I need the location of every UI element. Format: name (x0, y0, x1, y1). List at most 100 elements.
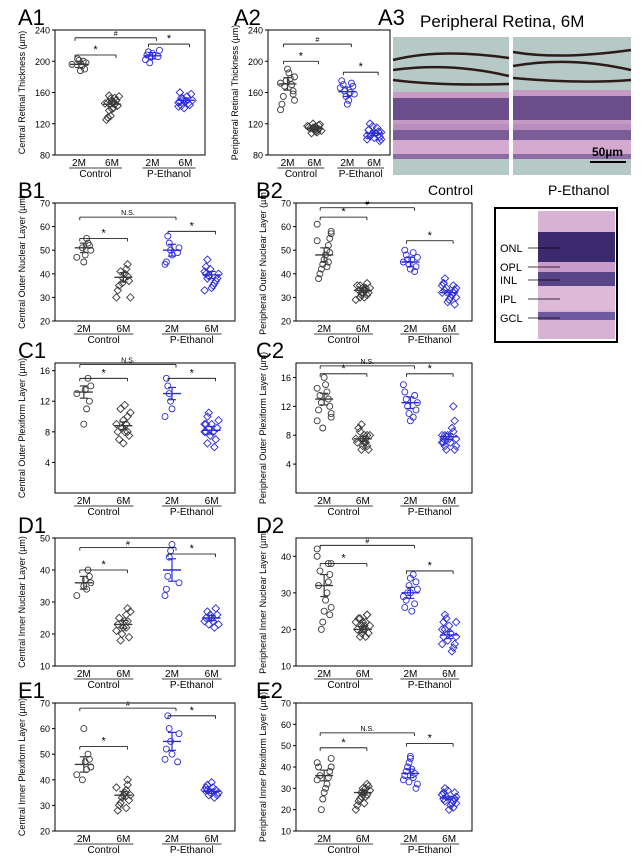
data-point (326, 767, 334, 775)
chart-B2: 20 30 40 50 60 70 Peripheral Outer Nuclear Lay… (258, 189, 473, 346)
chart-D1: 10 20 30 40 50 Central Inner Nuclear Layer (µ… (17, 534, 236, 691)
x-tick-label: 6M (442, 669, 456, 680)
significance-label: * (101, 367, 106, 379)
group-label: Control (87, 845, 119, 856)
data-point (327, 410, 335, 418)
data-point (313, 776, 321, 784)
significance-label: * (341, 206, 346, 218)
data-point (439, 617, 448, 627)
data-point (354, 423, 363, 433)
data-point (210, 793, 219, 803)
group-label: P-Ethanol (170, 507, 214, 518)
significance-label: * (428, 560, 433, 572)
y-tick-label: 160 (35, 88, 50, 98)
group-label: Control (285, 169, 317, 180)
significance-label: * (101, 227, 106, 239)
data-point (319, 795, 327, 803)
panel-label-A3: A3 (378, 5, 405, 30)
data-point (364, 445, 373, 454)
y-tick-label: 60 (40, 222, 50, 232)
data-point (112, 293, 121, 302)
data-point (211, 604, 221, 613)
data-point (401, 772, 409, 779)
data-point (409, 571, 417, 579)
group-label: P-Ethanol (408, 845, 452, 856)
data-point (121, 803, 131, 813)
data-point (143, 51, 151, 59)
data-point (114, 435, 124, 444)
data-point (119, 438, 128, 448)
y-axis-label: Peripheral Retinal Thickness (µm) (230, 25, 240, 161)
x-tick-label: 6M (442, 834, 456, 845)
significance-label: * (190, 220, 195, 232)
data-point (165, 725, 173, 733)
data-point (124, 431, 134, 440)
data-point (164, 572, 172, 580)
data-point (142, 56, 149, 64)
axes-frame (295, 202, 473, 322)
x-tick-label: 6M (105, 158, 119, 169)
group-label: P-Ethanol (147, 169, 191, 180)
y-tick-label: 50 (40, 534, 50, 544)
axes-frame (54, 702, 236, 832)
data-point (126, 408, 135, 418)
data-point (440, 784, 450, 793)
data-point (327, 604, 335, 611)
data-point (176, 101, 186, 111)
plots-layer: 80 120 160 200 240 Central Retinal Thickness … (17, 25, 473, 856)
y-tick-label: 60 (40, 724, 50, 734)
chart-C1: 4 8 12 16 Central Outer Plexiform Layer (µm)… (17, 358, 236, 518)
data-point (81, 386, 89, 394)
axes-frame (295, 537, 473, 667)
x-tick-label: 2M (77, 669, 91, 680)
data-point (165, 239, 173, 247)
data-point (449, 643, 458, 653)
data-point (351, 295, 361, 305)
data-point (443, 786, 453, 795)
data-point (450, 300, 460, 309)
data-point (324, 242, 332, 249)
y-axis-label: Peripheral Outer Plexiform Layer (µm) (258, 352, 268, 504)
data-point (327, 227, 335, 235)
x-tick-label: 6M (307, 158, 321, 169)
group-label: Control (87, 335, 119, 346)
y-tick-label: 120 (248, 119, 263, 129)
data-point (322, 596, 330, 604)
x-tick-label: 2M (403, 834, 417, 845)
data-point (204, 620, 214, 629)
significance-label: * (167, 33, 172, 45)
y-tick-label: 30 (40, 598, 50, 608)
data-point (413, 585, 421, 593)
x-tick-label: 2M (77, 324, 91, 335)
significance-label: * (93, 44, 98, 56)
data-point (175, 579, 183, 587)
axes-frame (54, 29, 206, 156)
data-point (144, 48, 152, 56)
x-tick-label: 2M (317, 496, 331, 507)
axes-frame (54, 362, 236, 494)
data-point (200, 286, 209, 295)
x-tick-label: 6M (116, 496, 130, 507)
data-point (203, 412, 212, 421)
data-point (406, 752, 414, 760)
data-point (437, 625, 447, 634)
y-tick-label: 240 (248, 26, 263, 36)
x-tick-label: 2M (403, 669, 417, 680)
data-point (80, 725, 88, 733)
layer-label-opl: OPL (500, 262, 522, 274)
x-tick-label: 6M (356, 496, 370, 507)
data-point (164, 382, 172, 390)
significance-label: # (114, 31, 118, 38)
data-point (162, 745, 170, 753)
data-point (113, 620, 123, 629)
significance-label: * (428, 363, 433, 375)
data-point (320, 789, 328, 797)
data-point (316, 270, 324, 278)
data-point (183, 99, 193, 108)
y-tick-label: 80 (40, 151, 50, 161)
data-point (412, 578, 420, 586)
data-point (200, 419, 209, 429)
data-point (440, 430, 450, 440)
data-point (412, 406, 420, 414)
y-tick-label: 20 (40, 827, 50, 837)
